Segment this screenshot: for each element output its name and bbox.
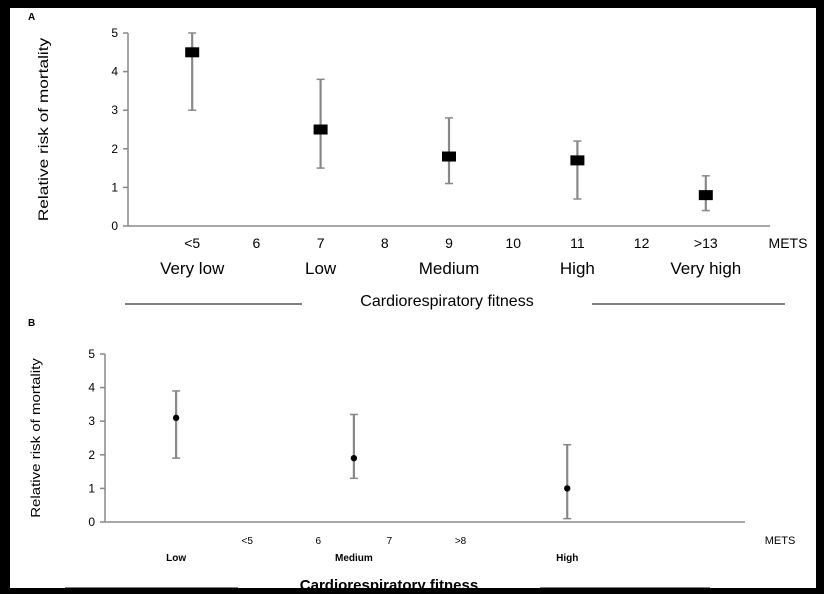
panel-b-x-tick-label: <5 (242, 536, 254, 547)
panel-b-y-tick-label: 2 (88, 448, 95, 462)
panel-b-data-point (350, 454, 358, 462)
panel-a-category-label: Medium (419, 259, 479, 278)
panel-b-x-tick-label: 7 (387, 536, 393, 547)
panel-b-y-tick-label: 1 (88, 481, 95, 495)
panel-b-y-tick-label: 5 (88, 347, 95, 361)
panel-a-category-label: High (560, 259, 595, 278)
panel-b-y-tick-label: 3 (88, 414, 95, 428)
panel-b-x-axis-title: Cardiorespiratory fitness (300, 577, 478, 588)
panel-b-x-unit-label: METS (765, 535, 796, 547)
panel-a-category-label: Low (305, 259, 337, 278)
panel-a-y-tick-label: 1 (111, 180, 118, 194)
panel-a-label: A (28, 12, 35, 23)
panel-a-y-tick-label: 0 (111, 219, 118, 233)
panel-a-y-axis-title: Relative risk of mortality (35, 38, 51, 221)
panel-a-data-point (570, 155, 585, 166)
panel-b-category-label: Medium (335, 553, 373, 564)
panel-a-category-label: Very high (670, 259, 741, 278)
panel-a-x-tick-label: 7 (317, 235, 325, 251)
panel-b-x-tick-label: 6 (316, 536, 322, 547)
panel-b-data-point (564, 485, 571, 492)
panel-a-x-tick-label: 6 (253, 235, 261, 251)
panel-a-y-tick-label: 3 (111, 103, 118, 117)
panel-a-y-tick-label: 2 (111, 142, 118, 156)
panel-a-category-label: Very low (160, 259, 225, 278)
panel-a-x-tick-label: 9 (445, 235, 453, 251)
panel-a-x-tick-label: 12 (634, 235, 650, 251)
panel-b-category-label: Low (166, 553, 186, 564)
panel-a-data-point (698, 190, 713, 201)
panel-b-y-tick-label: 4 (88, 381, 95, 395)
panel-b-x-tick-label: >8 (455, 536, 467, 547)
panel-a-data-point (313, 124, 328, 135)
panel-a-data-point (442, 151, 456, 162)
panel-b-y-tick-label: 0 (88, 515, 95, 529)
panel-b-y-axis-title: Relative risk of mortality (28, 358, 43, 518)
panel-a-y-tick-label: 5 (111, 26, 118, 40)
panel-b-data-point (172, 414, 180, 422)
panel-a-x-tick-label: <5 (184, 235, 200, 251)
panel-a-x-tick-label: 10 (505, 235, 521, 251)
panel-a-data-point (185, 47, 200, 58)
panel-b-label: B (28, 318, 35, 329)
panel-b-category-label: High (556, 553, 578, 564)
panel-a-x-axis-title: Cardiorespiratory fitness (360, 293, 533, 310)
figure: A 0 1 2 3 4 5 Relative risk of mortality <5 6 7 8 9 1… (10, 8, 816, 588)
panel-a-x-tick-label: 11 (570, 235, 585, 251)
panel-a-x-tick-label: >13 (694, 235, 718, 251)
panel-a-y-tick-label: 4 (111, 65, 118, 79)
panel-a-x-tick-label: 8 (381, 235, 389, 251)
panel-a-x-unit-label: METS (769, 235, 808, 251)
